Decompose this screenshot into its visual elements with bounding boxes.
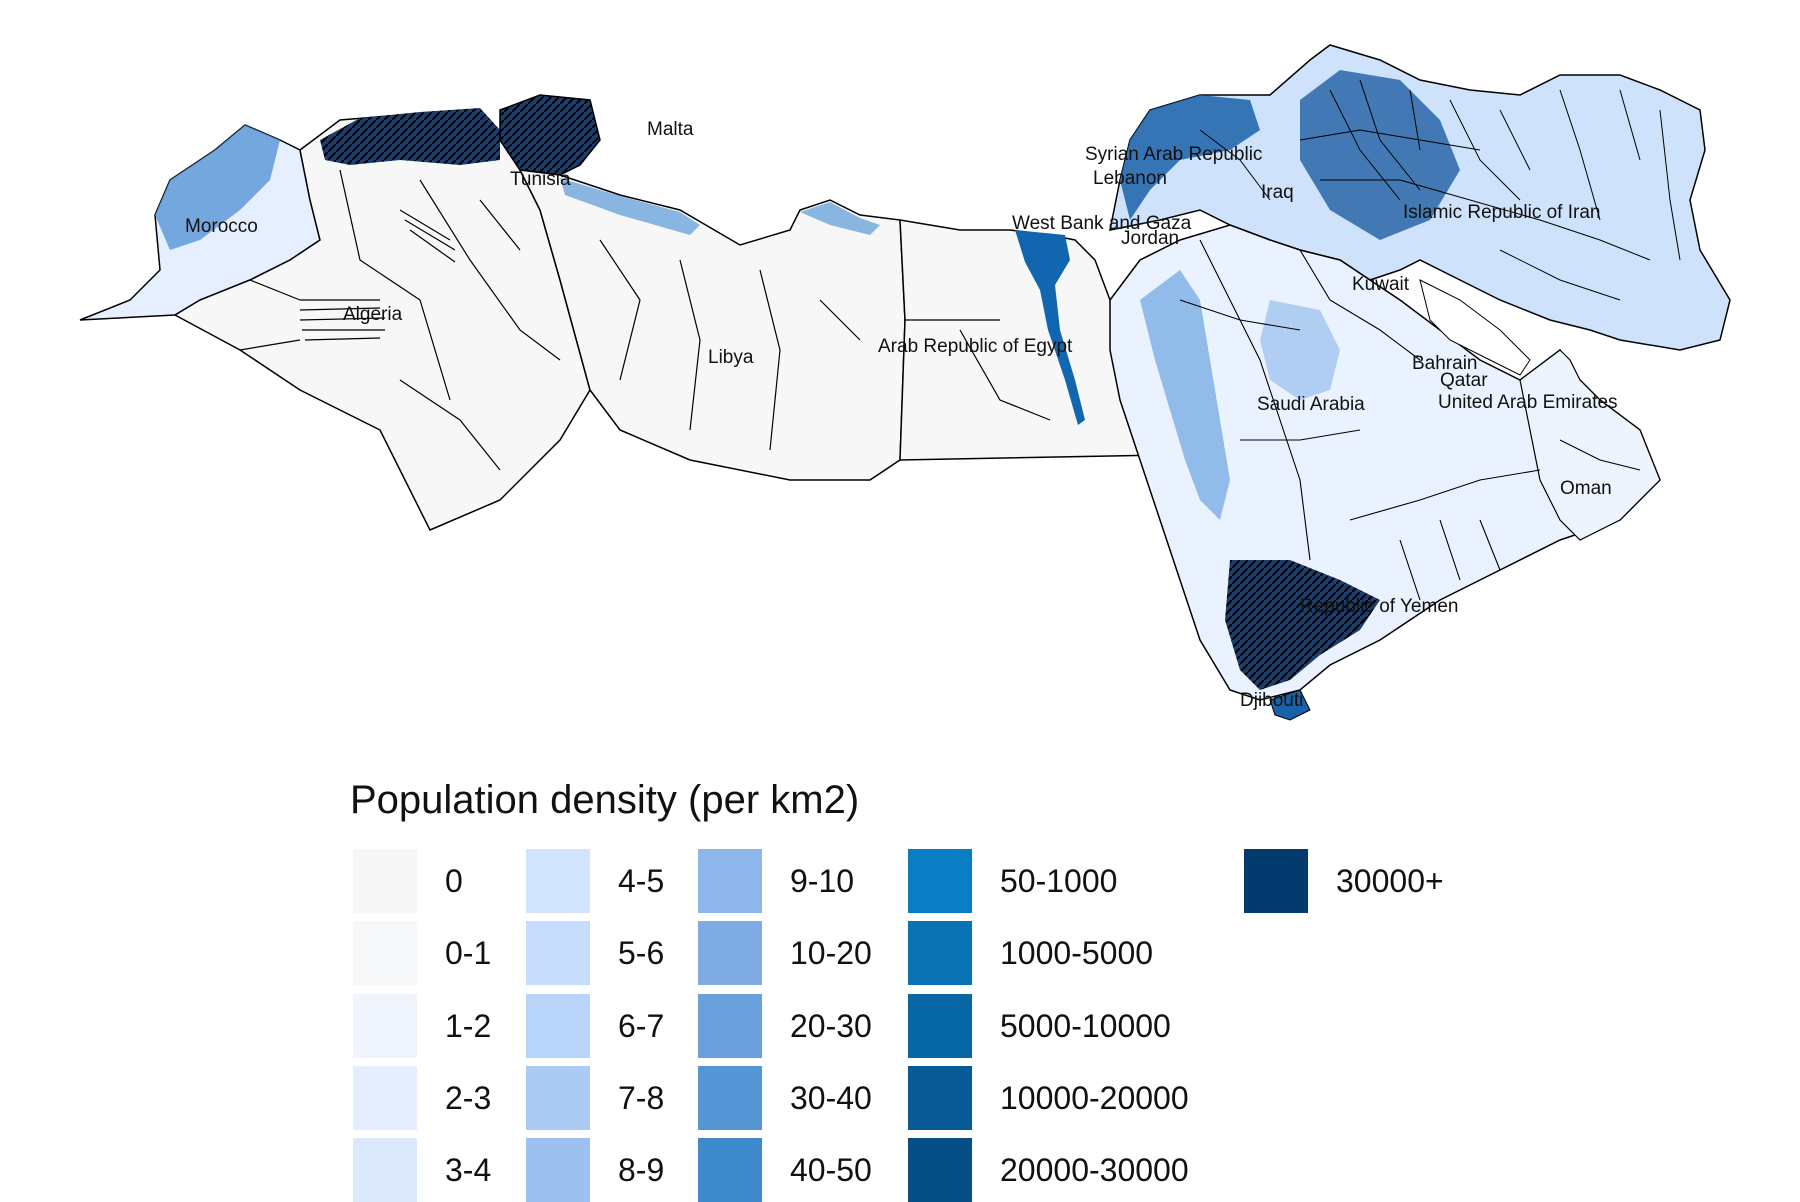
label-algeria: Algeria (343, 304, 403, 325)
legend-label: 5-6 (618, 935, 665, 971)
oman-uae-shape (1519, 349, 1661, 541)
label-oman: Oman (1560, 478, 1612, 499)
legend-swatch (526, 921, 590, 985)
label-morocco: Morocco (185, 216, 258, 237)
legend-label: 20-30 (790, 1008, 872, 1044)
legend-label: 9-10 (790, 863, 855, 899)
levant-dense (1120, 95, 1260, 220)
iran-admin-grid (1199, 79, 1681, 301)
country-labels: Malta Morocco Algeria Tunisia Libya Arab… (185, 119, 1618, 711)
legend-swatch (698, 1066, 762, 1130)
legend-swatch (698, 1138, 762, 1202)
label-bahrain: Bahrain (1412, 353, 1478, 374)
legend-label: 5000-10000 (1000, 1008, 1171, 1044)
legend-label: 7-8 (618, 1080, 665, 1116)
legend-swatch (908, 1066, 972, 1130)
label-jordan: Jordan (1121, 228, 1179, 249)
label-saudi: Saudi Arabia (1257, 394, 1365, 415)
legend-label: 10000-20000 (1000, 1080, 1189, 1116)
legend-swatch (353, 994, 417, 1058)
legend-swatch (908, 921, 972, 985)
label-iran: Islamic Republic of Iran (1403, 202, 1600, 223)
label-syria: Syrian Arab Republic (1085, 144, 1262, 165)
middle-east-region (1109, 44, 1731, 721)
label-tunisia: Tunisia (510, 169, 571, 190)
legend-swatch (353, 921, 417, 985)
nile-valley-density (1015, 230, 1085, 425)
legend-swatch (526, 1066, 590, 1130)
libya-coast-density (560, 178, 880, 235)
yemen-dense (1225, 560, 1380, 690)
label-yemen: Republic of Yemen (1300, 596, 1458, 617)
label-kuwait: Kuwait (1352, 274, 1410, 295)
label-uae: United Arab Emirates (1438, 392, 1618, 413)
legend-label: 20000-30000 (1000, 1152, 1189, 1188)
legend-swatch (698, 849, 762, 913)
label-egypt: Arab Republic of Egypt (878, 336, 1073, 357)
djibouti-shape (1269, 689, 1311, 721)
tunisia-shape (499, 94, 601, 176)
legend-label: 0 (445, 863, 463, 899)
arabia-admin-borders (1179, 239, 1641, 601)
saudi-west-density (1140, 270, 1230, 520)
legend-label: 0-1 (445, 935, 492, 971)
legend-label: 2-3 (445, 1080, 492, 1116)
legend-label: 10-20 (790, 935, 872, 971)
population-density-map: Malta Morocco Algeria Tunisia Libya Arab… (79, 44, 1731, 721)
legend-swatch (526, 849, 590, 913)
north-africa-admin-borders (239, 169, 1051, 471)
legend-label: 8-9 (618, 1152, 665, 1188)
iran-west-dense (1300, 70, 1460, 240)
legend-swatch (908, 1138, 972, 1202)
legend-label: 40-50 (790, 1152, 872, 1188)
label-qatar: Qatar (1440, 370, 1488, 391)
legend-swatch (1244, 849, 1308, 913)
legend-swatch (526, 994, 590, 1058)
legend-label: 1-2 (445, 1008, 492, 1044)
label-iraq: Iraq (1261, 182, 1294, 203)
north-africa-region (79, 94, 1166, 531)
legend-label: 6-7 (618, 1008, 665, 1044)
gulf-water (1419, 279, 1531, 376)
saudi-center-density (1260, 300, 1340, 400)
legend-label: 1000-5000 (1000, 935, 1154, 971)
label-west-bank: West Bank and Gaza (1012, 213, 1192, 234)
legend-title: Population density (per km2) (350, 778, 860, 822)
legend-swatch (698, 921, 762, 985)
label-libya: Libya (708, 347, 754, 368)
legend-swatch (353, 849, 417, 913)
label-djibouti: Djibouti (1240, 690, 1303, 711)
legend-swatch (908, 994, 972, 1058)
morocco-coast-density (155, 125, 280, 250)
legend-swatch (353, 1066, 417, 1130)
label-malta: Malta (647, 119, 694, 140)
legend-swatch (908, 849, 972, 913)
label-lebanon: Lebanon (1093, 168, 1167, 189)
legend-label: 50-1000 (1000, 863, 1118, 899)
legend-label: 3-4 (445, 1152, 492, 1188)
legend-swatch (526, 1138, 590, 1202)
legend-swatch (698, 994, 762, 1058)
algeria-north-dense (320, 108, 500, 165)
algeria-interior-stripes (299, 209, 456, 341)
legend-label: 30-40 (790, 1080, 872, 1116)
legend-label: 4-5 (618, 863, 665, 899)
legend-label: 30000+ (1336, 863, 1444, 899)
legend-swatch (353, 1138, 417, 1202)
